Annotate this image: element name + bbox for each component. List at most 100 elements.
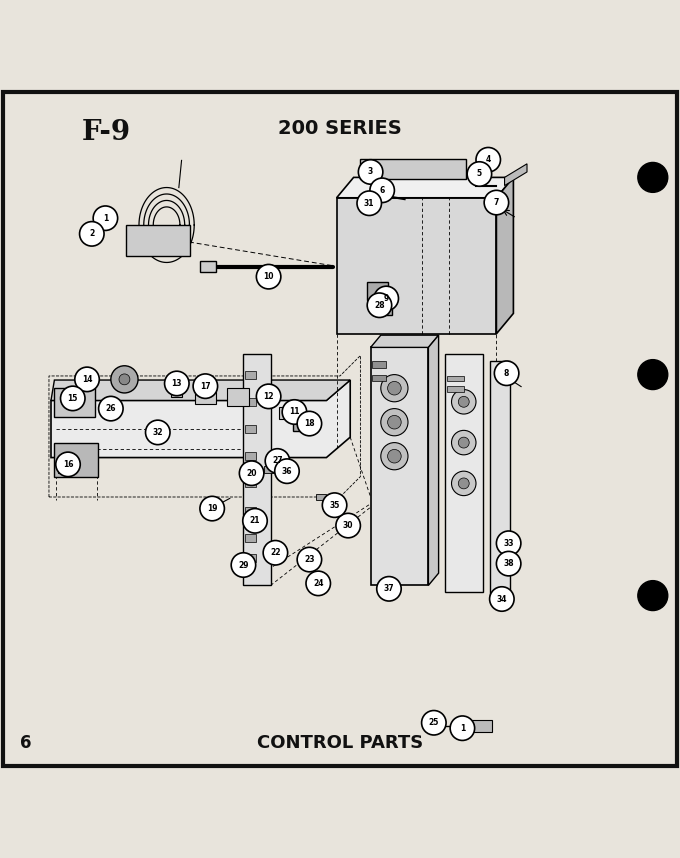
FancyBboxPatch shape <box>472 720 492 732</box>
FancyBboxPatch shape <box>272 450 282 456</box>
Circle shape <box>467 162 492 186</box>
Polygon shape <box>337 198 496 334</box>
Circle shape <box>458 478 469 489</box>
Circle shape <box>146 420 170 444</box>
Text: 8: 8 <box>504 369 509 378</box>
FancyBboxPatch shape <box>54 388 95 417</box>
Text: 14: 14 <box>82 375 92 384</box>
FancyBboxPatch shape <box>279 407 294 419</box>
Circle shape <box>452 390 476 414</box>
Circle shape <box>263 541 288 565</box>
Circle shape <box>119 374 130 384</box>
FancyBboxPatch shape <box>264 467 274 474</box>
Circle shape <box>358 160 383 184</box>
Circle shape <box>381 375 408 402</box>
Circle shape <box>367 293 392 317</box>
Circle shape <box>93 206 118 231</box>
Circle shape <box>336 513 360 538</box>
Circle shape <box>450 716 475 740</box>
Circle shape <box>282 400 307 424</box>
FancyBboxPatch shape <box>171 375 182 397</box>
Text: 18: 18 <box>304 419 315 428</box>
Circle shape <box>374 287 398 311</box>
Polygon shape <box>496 178 513 334</box>
Text: 6: 6 <box>20 734 32 752</box>
Text: 33: 33 <box>503 539 514 547</box>
Text: 16: 16 <box>63 460 73 468</box>
FancyBboxPatch shape <box>372 375 386 382</box>
Polygon shape <box>445 354 483 592</box>
FancyBboxPatch shape <box>293 413 315 431</box>
Circle shape <box>80 221 104 246</box>
Text: 9: 9 <box>384 294 389 303</box>
FancyBboxPatch shape <box>245 554 256 562</box>
FancyBboxPatch shape <box>325 504 335 511</box>
Text: 30: 30 <box>343 521 354 530</box>
Text: 12: 12 <box>263 392 274 401</box>
Text: 7: 7 <box>494 198 499 207</box>
Polygon shape <box>428 335 439 585</box>
Text: 22: 22 <box>270 548 281 557</box>
Circle shape <box>496 552 521 576</box>
Circle shape <box>322 492 347 517</box>
Polygon shape <box>337 178 513 198</box>
Circle shape <box>200 496 224 521</box>
Polygon shape <box>371 347 428 585</box>
Text: 26: 26 <box>105 404 116 413</box>
FancyBboxPatch shape <box>245 425 256 433</box>
Text: 23: 23 <box>304 555 315 564</box>
Text: 28: 28 <box>374 301 385 310</box>
Circle shape <box>99 396 123 420</box>
FancyBboxPatch shape <box>372 361 386 368</box>
Circle shape <box>388 450 401 463</box>
FancyBboxPatch shape <box>282 460 292 467</box>
Text: 32: 32 <box>152 428 163 437</box>
Circle shape <box>381 408 408 436</box>
Circle shape <box>357 191 381 215</box>
Circle shape <box>458 438 469 448</box>
Polygon shape <box>490 361 510 599</box>
Circle shape <box>458 396 469 408</box>
Polygon shape <box>371 335 439 347</box>
FancyBboxPatch shape <box>245 398 256 406</box>
FancyBboxPatch shape <box>200 261 216 272</box>
Text: 3: 3 <box>368 167 373 177</box>
Circle shape <box>75 367 99 391</box>
Circle shape <box>496 531 521 555</box>
FancyBboxPatch shape <box>245 371 256 378</box>
Circle shape <box>388 382 401 395</box>
Circle shape <box>490 587 514 611</box>
Polygon shape <box>243 354 271 585</box>
FancyBboxPatch shape <box>245 506 256 515</box>
Circle shape <box>297 411 322 436</box>
Text: 17: 17 <box>200 382 211 390</box>
Text: 38: 38 <box>503 559 514 568</box>
FancyBboxPatch shape <box>245 452 256 460</box>
FancyBboxPatch shape <box>245 480 256 487</box>
FancyBboxPatch shape <box>227 388 249 406</box>
Circle shape <box>56 452 80 476</box>
Circle shape <box>484 190 509 214</box>
Circle shape <box>297 547 322 571</box>
FancyBboxPatch shape <box>447 386 464 391</box>
Circle shape <box>265 449 290 474</box>
FancyBboxPatch shape <box>360 159 466 179</box>
Text: 37: 37 <box>384 584 394 593</box>
Text: 200 SERIES: 200 SERIES <box>278 119 402 138</box>
Polygon shape <box>51 380 350 401</box>
Circle shape <box>306 571 330 595</box>
FancyBboxPatch shape <box>316 493 326 500</box>
Text: 27: 27 <box>272 456 283 465</box>
Circle shape <box>476 148 500 172</box>
FancyBboxPatch shape <box>148 424 164 438</box>
Text: 1: 1 <box>460 723 465 733</box>
Text: 24: 24 <box>313 579 324 588</box>
Circle shape <box>638 162 668 192</box>
Text: 6: 6 <box>379 186 385 195</box>
Polygon shape <box>505 164 527 185</box>
Text: 34: 34 <box>496 595 507 603</box>
Circle shape <box>239 461 264 486</box>
Text: 21: 21 <box>250 517 260 525</box>
Circle shape <box>256 384 281 408</box>
Text: 4: 4 <box>486 155 491 164</box>
